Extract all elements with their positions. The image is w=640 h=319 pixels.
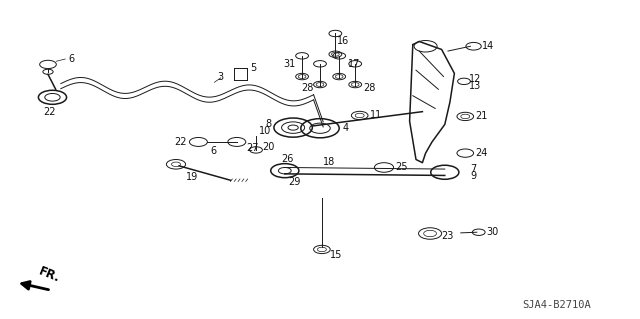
- Text: 16: 16: [337, 36, 349, 46]
- Text: 29: 29: [288, 177, 300, 187]
- Text: 8: 8: [265, 119, 271, 130]
- Text: 5: 5: [250, 63, 257, 73]
- Text: 9: 9: [470, 171, 477, 181]
- Text: 18: 18: [323, 157, 335, 167]
- Text: 25: 25: [396, 162, 408, 173]
- Text: 13: 13: [469, 81, 481, 91]
- Text: 28: 28: [301, 83, 314, 93]
- Text: 26: 26: [282, 153, 294, 164]
- Text: 28: 28: [364, 83, 376, 93]
- Text: 14: 14: [482, 41, 494, 51]
- Text: 22: 22: [174, 137, 187, 147]
- Text: 3: 3: [218, 71, 224, 82]
- Text: 23: 23: [442, 231, 454, 241]
- Text: 27: 27: [246, 143, 259, 153]
- Text: 31: 31: [284, 59, 296, 69]
- Text: 4: 4: [342, 123, 349, 133]
- Text: 11: 11: [370, 110, 382, 121]
- Text: 24: 24: [476, 148, 488, 158]
- Text: 30: 30: [486, 227, 499, 237]
- Text: 6: 6: [210, 146, 216, 156]
- Text: SJA4-B2710A: SJA4-B2710A: [522, 300, 591, 310]
- Text: 10: 10: [259, 126, 271, 137]
- Text: 7: 7: [470, 164, 477, 174]
- Text: 20: 20: [262, 142, 275, 152]
- Text: 22: 22: [43, 107, 56, 117]
- Text: 15: 15: [330, 250, 342, 260]
- Text: FR.: FR.: [37, 265, 62, 286]
- Text: 6: 6: [68, 54, 75, 64]
- Text: 19: 19: [186, 172, 198, 182]
- Text: 21: 21: [476, 111, 488, 122]
- Text: 12: 12: [469, 74, 481, 84]
- Text: 17: 17: [348, 59, 360, 69]
